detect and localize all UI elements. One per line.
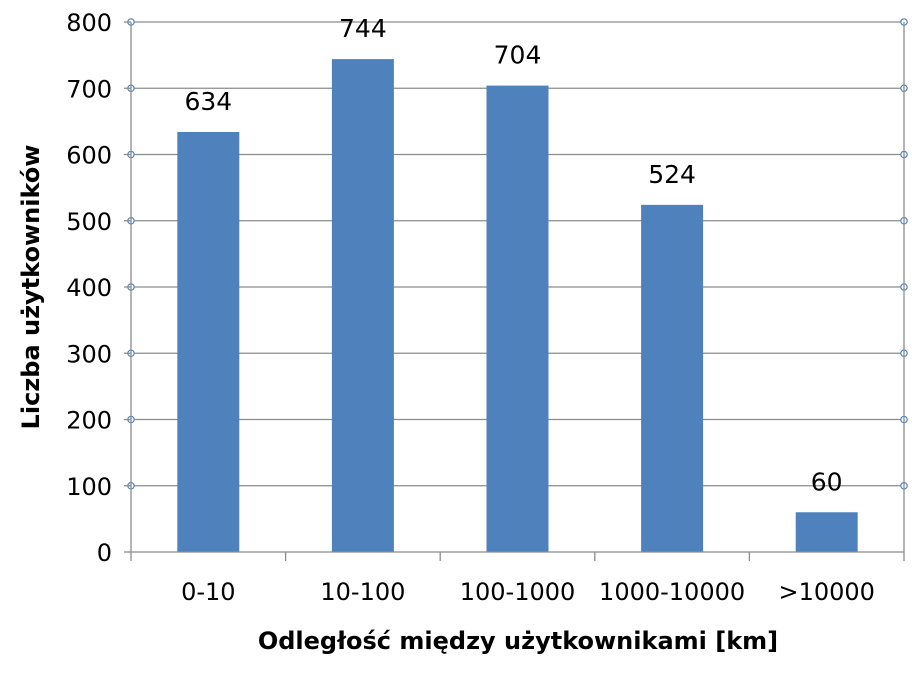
y-tick-label: 600 [66,142,112,170]
bars [177,59,858,552]
x-tick-label: 100-1000 [460,578,576,606]
x-tick-label: 10-100 [320,578,405,606]
x-axis-title: Odległość między użytkownikami [km] [258,627,778,655]
y-tick-label: 800 [66,9,112,37]
bar [177,131,240,552]
y-tick-labels: 0 100 200 300 400 500 600 700 800 [66,9,112,567]
bar [486,85,549,552]
y-tick-label: 100 [66,473,112,501]
data-label: 634 [184,87,232,116]
bar [331,59,394,552]
data-label: 524 [648,160,696,189]
x-tick-label: 1000-10000 [599,578,745,606]
y-tick-label: 700 [66,75,112,103]
data-labels: 634 744 704 524 60 [184,14,842,496]
y-tick-label: 300 [66,340,112,368]
y-axis-title: Liczba użytkowników [17,145,45,430]
data-label: 744 [339,14,387,43]
bar [641,204,704,552]
y-tick-label: 0 [97,539,112,567]
data-label: 60 [811,467,843,496]
axes [124,21,905,561]
y-tick-label: 400 [66,274,112,302]
y-tick-label: 500 [66,208,112,236]
x-tick-label: >10000 [778,578,874,606]
x-tick-label: 0-10 [181,578,235,606]
x-tick-labels: 0-10 10-100 100-1000 1000-10000 >10000 [181,578,875,606]
y-tick-label: 200 [66,407,112,435]
bar [795,512,858,552]
data-label: 704 [494,41,542,70]
